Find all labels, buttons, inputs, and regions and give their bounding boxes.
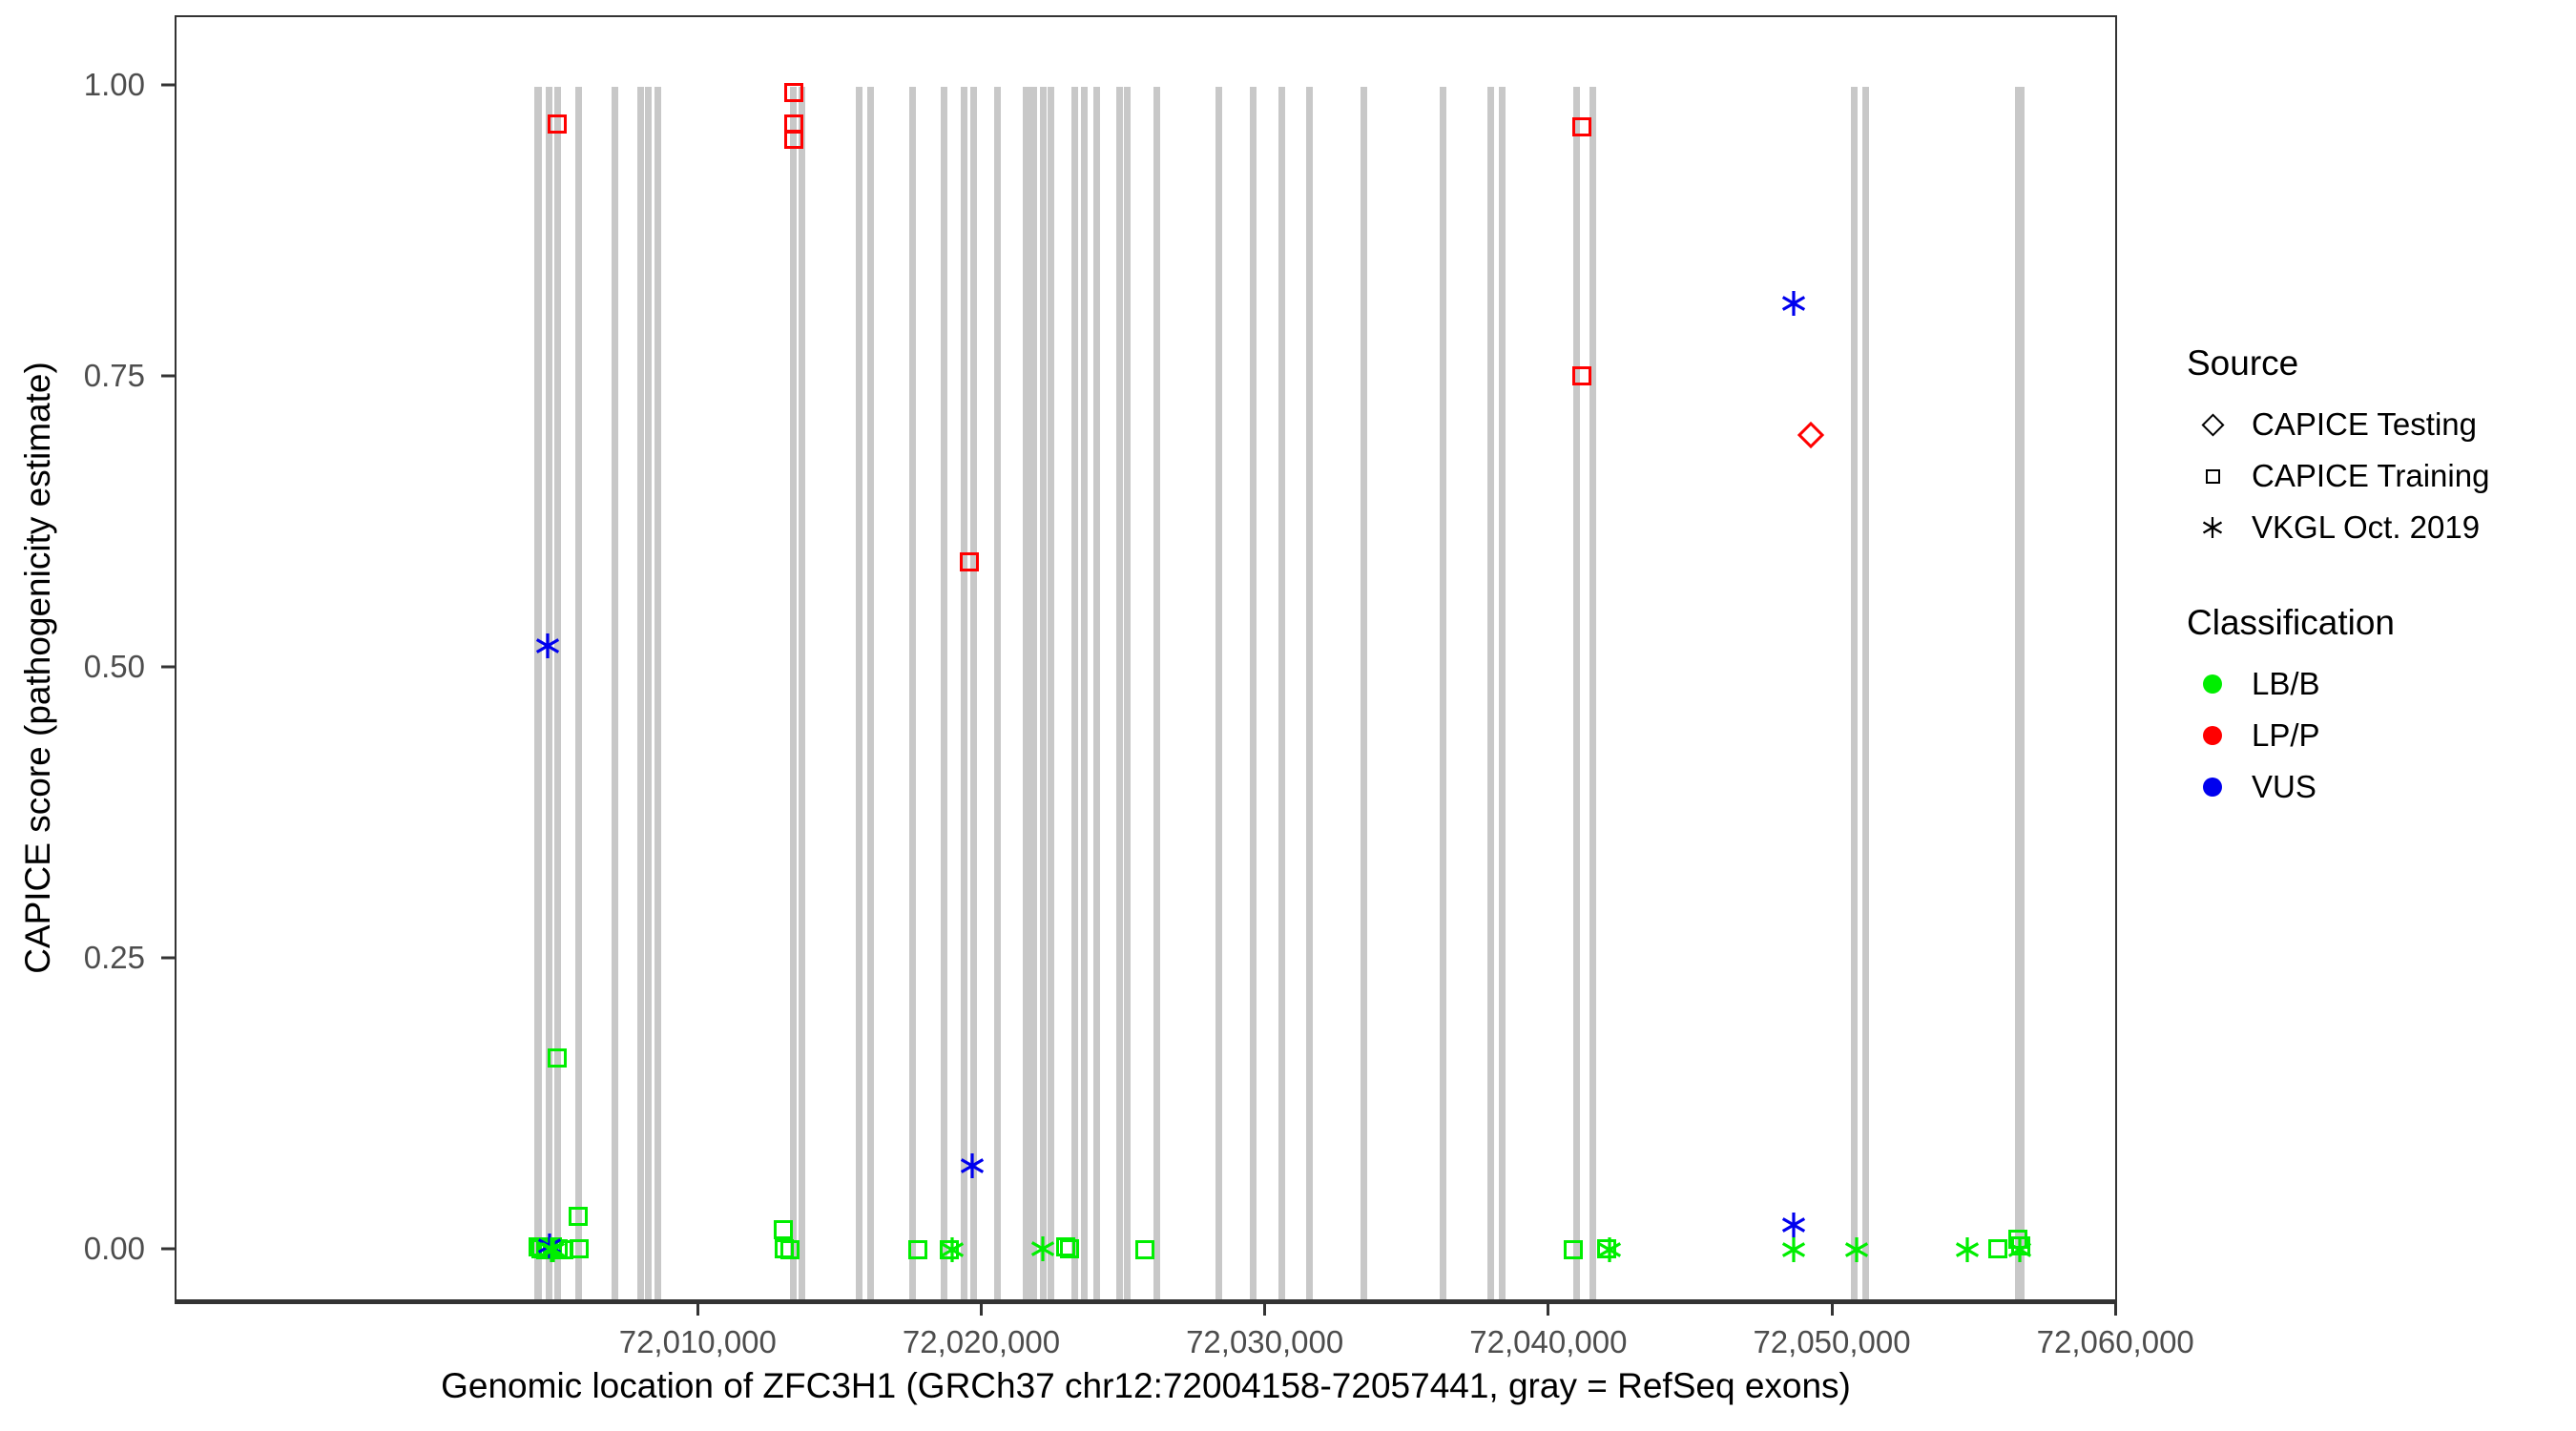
exon-bar (2015, 87, 2025, 1299)
y-tick-mark (161, 374, 175, 378)
exon-bar (1215, 87, 1223, 1299)
exon-bar (994, 87, 1002, 1299)
exon-bar (1081, 87, 1089, 1299)
y-tick-mark (161, 956, 175, 960)
exon-bar (1116, 87, 1124, 1299)
data-point-asterisk (1953, 1235, 1982, 1264)
exon-bar (1278, 87, 1285, 1299)
plot-panel (175, 15, 2117, 1301)
x-tick-mark (979, 1301, 983, 1316)
legend-item-vkgl[interactable]: VKGL Oct. 2019 (2187, 502, 2568, 553)
x-tick-mark (1547, 1301, 1550, 1316)
exon-bar (970, 87, 978, 1299)
exon-bar (855, 87, 862, 1299)
legend-item-capice-training[interactable]: CAPICE Training (2187, 450, 2568, 502)
data-point-asterisk (1779, 1211, 1808, 1239)
legend-label-capice-testing: CAPICE Testing (2252, 406, 2477, 442)
exon-bar (1850, 87, 1858, 1299)
legend-label-lbb: LB/B (2252, 666, 2320, 701)
exon-bar (1039, 87, 1047, 1299)
y-tick-label: 0.50 (83, 649, 145, 685)
y-tick-label: 0.25 (83, 940, 145, 976)
exon-bar (1589, 87, 1597, 1299)
legend-item-lbb[interactable]: LB/B (2187, 658, 2568, 710)
data-point-diamond (1797, 421, 1825, 449)
exon-bar (1153, 87, 1160, 1299)
data-point-square (1988, 1238, 2008, 1258)
x-tick-label: 72,020,000 (902, 1324, 1061, 1359)
exon-bar (1306, 87, 1314, 1299)
exon-bar (1487, 87, 1495, 1299)
x-tick-mark (1830, 1301, 1834, 1316)
exon-bar (533, 87, 542, 1299)
legend-label-lpp: LP/P (2252, 717, 2320, 753)
y-tick-label: 0.75 (83, 358, 145, 394)
legend-group-source: Source CAPICE Testing CAPICE Training (2187, 343, 2568, 553)
data-point-asterisk (1595, 1235, 1624, 1264)
exon-bar (1023, 87, 1037, 1299)
x-tick-label: 72,030,000 (1186, 1324, 1344, 1359)
square-marker-icon (2187, 450, 2238, 502)
legend-label-capice-training: CAPICE Training (2252, 458, 2490, 493)
diamond-marker-icon (2187, 399, 2238, 450)
y-tick-label: 0.00 (83, 1231, 145, 1267)
exon-bar (1070, 87, 1078, 1299)
exon-bar (1249, 87, 1257, 1299)
legend-item-vus[interactable]: VUS (2187, 761, 2568, 813)
exon-bar (790, 87, 798, 1299)
exon-bar (654, 87, 661, 1299)
exon-bar (554, 87, 562, 1299)
data-point-asterisk (539, 1235, 568, 1264)
legend-item-lpp[interactable]: LP/P (2187, 710, 2568, 761)
y-tick-label: 1.00 (83, 67, 145, 103)
y-tick-mark (161, 83, 175, 87)
legend-title-classification: Classification (2187, 603, 2395, 642)
exon-bar (574, 87, 582, 1299)
exon-bar (1572, 87, 1580, 1299)
exon-bar (545, 87, 552, 1299)
exon-bar (866, 87, 874, 1299)
x-tick-mark (2113, 1301, 2117, 1316)
exon-bar (1093, 87, 1101, 1299)
x-tick-mark (1263, 1301, 1267, 1316)
exon-bar (1047, 87, 1054, 1299)
legend-label-vus: VUS (2252, 769, 2316, 804)
y-tick-mark (161, 665, 175, 669)
red-dot-icon (2187, 710, 2238, 761)
exon-bar (1439, 87, 1446, 1299)
data-point-asterisk (1779, 289, 1808, 318)
x-tick-mark (696, 1301, 699, 1316)
exon-bar (798, 87, 805, 1299)
asterisk-marker-icon (2187, 502, 2238, 553)
x-tick-label: 72,040,000 (1469, 1324, 1628, 1359)
data-point-asterisk (1779, 1235, 1808, 1264)
legend-label-vkgl: VKGL Oct. 2019 (2252, 509, 2481, 545)
exon-bar (612, 87, 619, 1299)
exon-bar (636, 87, 644, 1299)
legend: Source CAPICE Testing CAPICE Training (2187, 343, 2568, 813)
x-tick-label: 72,060,000 (2036, 1324, 2194, 1359)
exon-bar (1499, 87, 1506, 1299)
x-axis-line (175, 1301, 2117, 1304)
data-point-square (1134, 1239, 1154, 1259)
x-axis-title: Genomic location of ZFC3H1 (GRCh37 chr12… (441, 1366, 1851, 1405)
legend-title-source: Source (2187, 343, 2299, 383)
x-tick-label: 72,010,000 (618, 1324, 777, 1359)
legend-item-capice-testing[interactable]: CAPICE Testing (2187, 399, 2568, 450)
green-dot-icon (2187, 658, 2238, 710)
exon-bar (940, 87, 947, 1299)
y-axis-tick-labels: 0.00 0.25 0.50 0.75 1.00 (19, 0, 145, 1431)
x-tick-label: 72,050,000 (1753, 1324, 1911, 1359)
exon-bar (1360, 87, 1367, 1299)
exon-bar (1123, 87, 1131, 1299)
exon-bar (1861, 87, 1870, 1299)
exon-bar (644, 87, 652, 1299)
exon-bar (960, 87, 967, 1299)
blue-dot-icon (2187, 761, 2238, 813)
legend-group-classification: Classification LB/B LP/P VUS (2187, 603, 2568, 813)
exon-bar (909, 87, 917, 1299)
data-point-square (1597, 1238, 1617, 1258)
y-tick-mark (161, 1247, 175, 1251)
